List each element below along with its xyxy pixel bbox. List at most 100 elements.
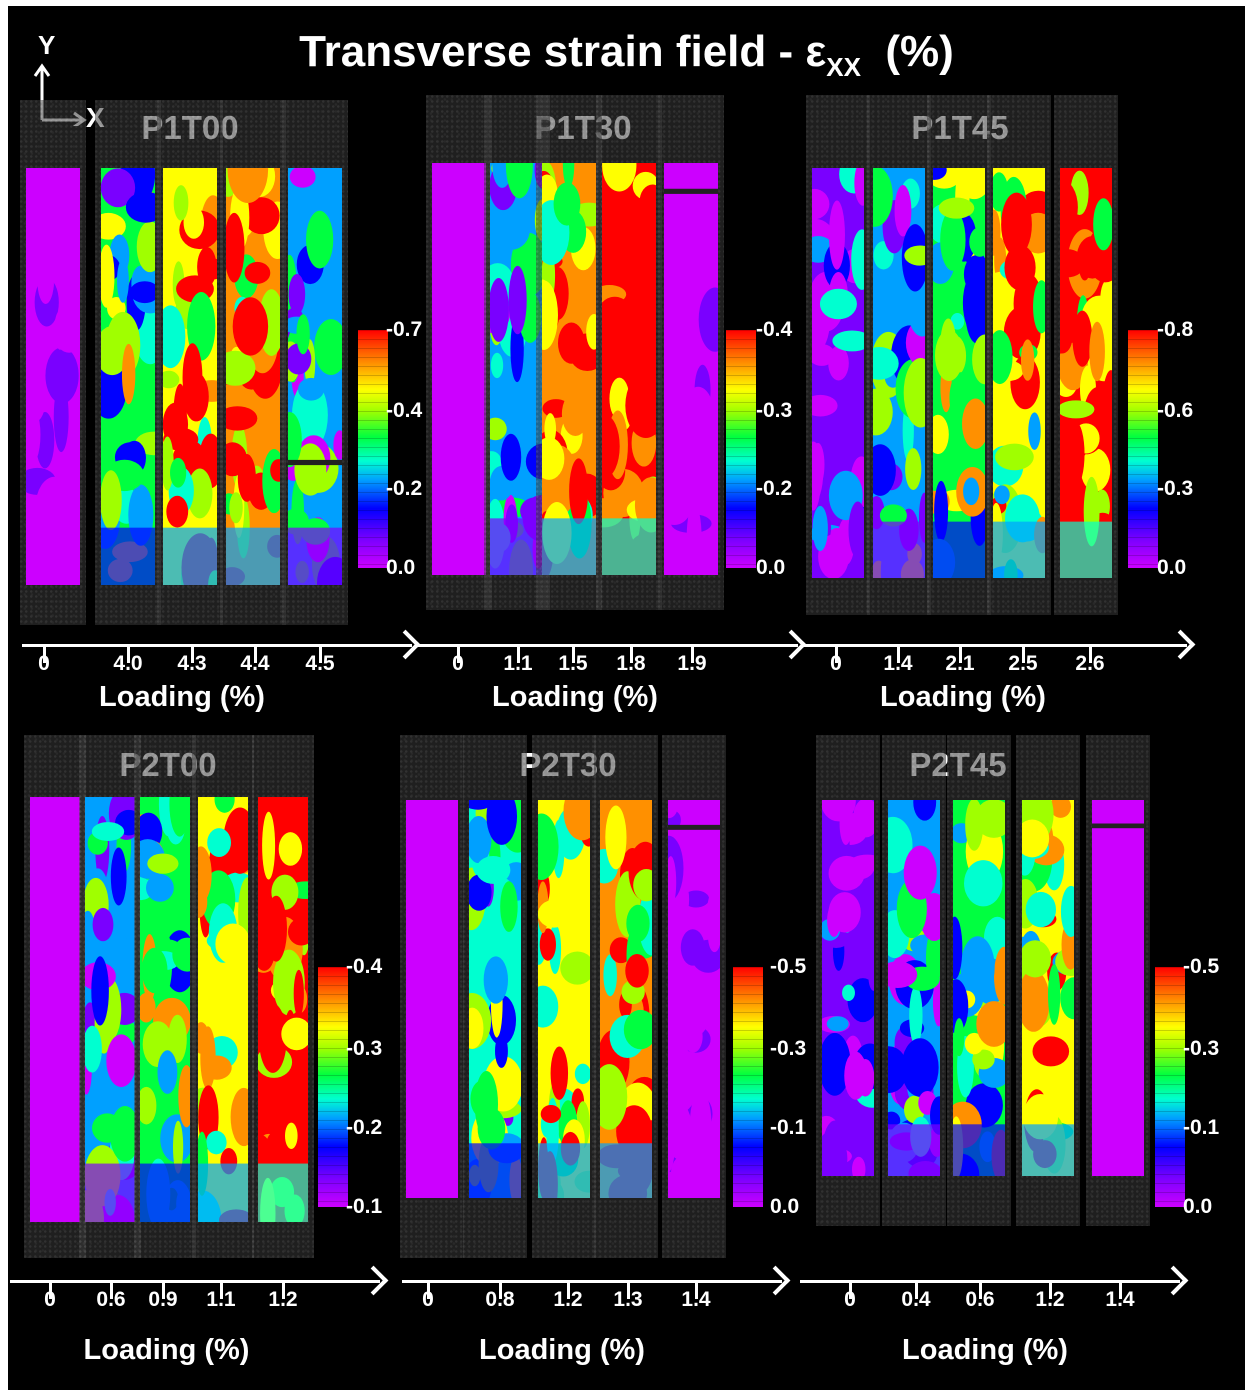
colorbar-label: -0.2 (386, 477, 423, 501)
loading-tick-label: 0 (452, 652, 464, 675)
strain-field-p2t45-3 (1022, 800, 1074, 1176)
strain-field-p1t45-4 (1060, 168, 1112, 578)
loading-tick-label: 0.4 (901, 1288, 931, 1311)
figure-title: Transverse strain field - εXX (%) (0, 24, 1253, 95)
loading-tick (959, 647, 962, 663)
loading-tick-label: 1.5 (558, 652, 588, 675)
strain-field-p2t00-1 (85, 797, 135, 1222)
loading-axis-label: Loading (%) (99, 681, 265, 713)
colorbar-label: -0.1 (1183, 1115, 1220, 1139)
strain-field-p1t00-1 (101, 168, 155, 585)
loading-axis-arrow (10, 1280, 380, 1283)
loading-tick-label: 2.1 (945, 652, 975, 675)
strain-field-p1t30-1 (490, 163, 544, 575)
loading-tick-label: 0.9 (148, 1288, 178, 1311)
loading-tick (517, 647, 520, 663)
loading-tick-label: 1.8 (616, 652, 646, 675)
loading-tick (319, 647, 322, 663)
loading-tick-label: 2.6 (1075, 652, 1105, 675)
loading-tick (695, 1283, 698, 1299)
loading-tick-label: 1.9 (677, 652, 707, 675)
loading-tick (572, 647, 575, 663)
colorbar-label: 0.0 (1183, 1195, 1213, 1218)
loading-tick (1022, 647, 1025, 663)
strain-field-p2t30-4 (668, 800, 720, 1198)
colorbar-label: -0.5 (1183, 955, 1220, 978)
strain-field-p2t00-0 (30, 797, 80, 1222)
loading-tick (457, 647, 460, 663)
loading-axis-arrow (418, 644, 798, 647)
colorbar-label: -0.2 (756, 477, 793, 501)
colorbar-label: -0.1 (770, 1115, 807, 1139)
colorbar-label: -0.3 (1157, 477, 1194, 501)
loading-tick-label: 0 (422, 1288, 434, 1311)
strain-field-p1t30-3 (602, 163, 656, 575)
loading-tick-label: 0 (38, 652, 50, 675)
loading-tick-label: 1.2 (553, 1288, 583, 1311)
loading-axis-label: Loading (%) (479, 1334, 645, 1366)
loading-tick (282, 1283, 285, 1299)
strain-field-p1t45-0 (812, 168, 864, 578)
strain-field-p2t45-2 (953, 800, 1005, 1176)
loading-tick-label: 0 (830, 652, 842, 675)
strain-field-p1t30-2 (542, 163, 596, 575)
colorbar-p1t45 (1128, 330, 1158, 568)
loading-axis-label: Loading (%) (902, 1334, 1068, 1366)
strain-field-p2t30-1 (469, 800, 521, 1198)
colorbar-label: -0.4 (756, 318, 793, 341)
colorbar-label: -0.8 (1157, 318, 1194, 341)
colorbar-label: 0.0 (386, 556, 416, 579)
loading-tick-label: 1.2 (1035, 1288, 1065, 1311)
colorbar-label: 0.0 (756, 556, 786, 579)
strain-field-p1t30-4 (664, 163, 718, 575)
colorbar-label: -0.4 (386, 398, 423, 422)
strain-field-p2t45-0 (822, 800, 874, 1176)
colorbar-label: -0.3 (346, 1036, 383, 1060)
loading-tick (897, 647, 900, 663)
strain-field-p2t45-4 (1092, 800, 1144, 1176)
title-unit: (%) (885, 27, 954, 76)
loading-tick (627, 1283, 630, 1299)
axis-y-label: Y (38, 30, 56, 60)
strain-field-p2t30-0 (406, 800, 458, 1198)
colorbar-p2t00 (318, 967, 348, 1207)
strain-field-p1t45-1 (873, 168, 925, 578)
strain-field-p1t00-4 (288, 168, 342, 585)
loading-tick-label: 0 (44, 1288, 56, 1311)
loading-tick (691, 647, 694, 663)
loading-tick-label: 0.6 (965, 1288, 995, 1311)
colorbar-label: -0.4 (346, 955, 383, 978)
loading-tick (1049, 1283, 1052, 1299)
colorbar-p1t00 (358, 330, 388, 568)
loading-tick (630, 647, 633, 663)
loading-tick-label: 1.4 (681, 1288, 711, 1311)
loading-tick-label: 1.4 (1105, 1288, 1135, 1311)
loading-axis-arrow (802, 644, 1187, 647)
strain-field-p1t45-3 (993, 168, 1045, 578)
colorbar-p1t30 (726, 330, 756, 568)
loading-tick (915, 1283, 918, 1299)
strain-field-p2t30-2 (538, 800, 590, 1198)
loading-tick (427, 1283, 430, 1299)
loading-axis-label: Loading (%) (83, 1334, 250, 1366)
loading-tick-label: 4.3 (177, 652, 207, 675)
title-text: Transverse strain field - ε (299, 27, 827, 76)
loading-tick-label: 1.4 (883, 652, 913, 675)
loading-tick (567, 1283, 570, 1299)
colorbar-label: -0.5 (770, 955, 807, 978)
loading-tick-label: 1.2 (268, 1288, 298, 1311)
strain-field-p2t00-2 (140, 797, 190, 1222)
strain-field-p2t45-1 (888, 800, 940, 1176)
loading-tick-label: 0 (844, 1288, 856, 1311)
loading-tick (191, 647, 194, 663)
colorbar-label: 0.0 (770, 1195, 800, 1218)
colorbar-label: -0.7 (386, 318, 423, 341)
strain-field-p1t30-0 (432, 163, 486, 575)
loading-tick-label: 2.5 (1008, 652, 1038, 675)
colorbar-label: -0.2 (346, 1115, 383, 1139)
strain-field-p1t00-3 (226, 168, 280, 585)
colorbar-p2t45 (1155, 967, 1185, 1207)
loading-tick-label: 4.0 (113, 652, 143, 675)
loading-tick-label: 0.8 (485, 1288, 515, 1311)
loading-tick (979, 1283, 982, 1299)
